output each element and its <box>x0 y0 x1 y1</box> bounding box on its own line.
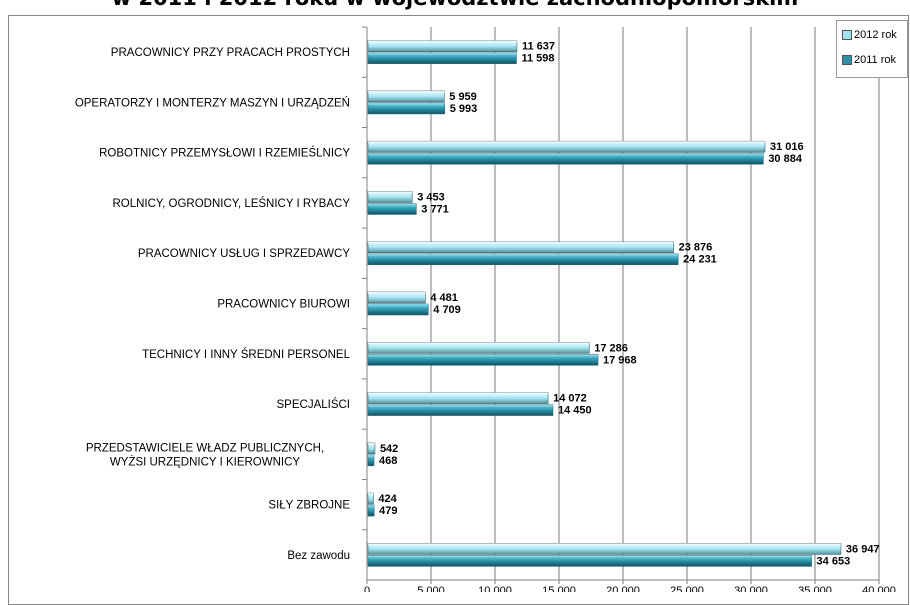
x-tick-label: 40 000 <box>862 585 896 592</box>
data-label: 468 <box>379 455 397 467</box>
bar-highlight <box>368 505 375 508</box>
legend-item-2012: 2012 rok <box>842 29 897 41</box>
category-label: SIŁY ZBROJNE <box>268 500 350 512</box>
bar-highlight <box>368 102 445 105</box>
category-label: WYŻSI URZĘDNICY I KIEROWNICY <box>110 455 301 468</box>
x-tick-labels: 0 5 000 10 000 15 000 20 000 25 000 30 000 35 0… <box>364 585 896 592</box>
category-label: PRACOWNICY PRZY PRACACH PROSTYCH <box>111 47 350 59</box>
x-tick-label: 0 <box>364 585 370 592</box>
data-label: 17 968 <box>603 354 637 366</box>
data-label: 479 <box>379 505 397 517</box>
bar-highlight <box>368 442 375 445</box>
data-label: 31 016 <box>770 141 804 153</box>
data-label: 30 884 <box>768 153 803 165</box>
x-tick-label: 10 000 <box>478 585 512 592</box>
data-label: 5 959 <box>449 91 477 103</box>
bar-highlight <box>368 304 429 306</box>
bar-highlight <box>368 292 426 294</box>
data-label: 4 481 <box>430 292 458 304</box>
legend: 2012 rok 2011 rok <box>836 20 908 78</box>
bar-highlight <box>368 203 417 206</box>
x-tick-label: 15 000 <box>542 585 576 592</box>
data-label: 14 072 <box>553 393 587 405</box>
bar-highlight <box>368 40 517 43</box>
category-label: SPECJALIŚCI <box>277 398 351 411</box>
data-label: 11 637 <box>522 41 555 53</box>
bar-highlight <box>368 392 549 395</box>
data-label: 24 231 <box>683 254 717 266</box>
x-tick-label: 25 000 <box>670 585 704 592</box>
data-label: 424 <box>378 493 397 505</box>
legend-label-2012: 2012 rok <box>854 29 897 41</box>
bar-highlight <box>368 141 766 144</box>
bar-highlight <box>368 241 674 244</box>
bar-highlight <box>368 191 413 194</box>
x-tick-label: 35 000 <box>798 585 832 592</box>
category-label: Bez zawodu <box>287 550 350 562</box>
bar-highlight <box>368 543 841 546</box>
category-labels: PRACOWNICY PRZY PRACACH PROSTYCH OPERATOR… <box>75 47 351 562</box>
bar-highlight <box>368 342 590 345</box>
bar-highlight <box>368 555 812 558</box>
bar-highlight <box>368 454 374 457</box>
bar-highlight <box>368 354 598 357</box>
category-label: OPERATORZY I MONTERZY MASZYN I URZĄDZEŃ <box>75 96 350 109</box>
grid-lines <box>430 27 880 580</box>
data-label: 3 453 <box>417 191 445 203</box>
bar-chart: PRACOWNICY PRZY PRACACH PROSTYCH OPERATOR… <box>75 26 896 592</box>
legend-swatch-2012 <box>842 30 852 41</box>
data-label: 5 993 <box>450 103 478 115</box>
data-label: 542 <box>380 443 398 455</box>
category-label: ROBOTNICY PRZEMYSŁOWI I RZEMIEŚLNICY <box>99 147 350 160</box>
bar-highlight <box>368 253 679 256</box>
chart-title: w 2011 i 2012 roku w województwie zachod… <box>0 0 910 10</box>
data-label: 14 450 <box>558 405 592 417</box>
category-label: TECHNICY I INNY ŚREDNI PERSONEL <box>142 348 351 361</box>
bar-highlight <box>368 153 764 156</box>
axes <box>362 26 880 584</box>
legend-label-2011: 2011 rok <box>854 54 896 66</box>
data-label: 17 286 <box>594 342 628 354</box>
bar-highlight <box>368 52 517 55</box>
data-label: 3 771 <box>421 203 449 215</box>
x-tick-label: 5 000 <box>417 585 445 592</box>
data-label: 23 876 <box>679 242 713 254</box>
category-label: PRACOWNICY BIUROWI <box>217 299 350 311</box>
data-label: 34 653 <box>817 555 851 567</box>
x-tick-label: 30 000 <box>734 585 768 592</box>
data-label: 11 598 <box>521 53 554 65</box>
legend-swatch-2011 <box>842 55 852 66</box>
category-label: ROLNICY, OGRODNICY, LEŚNICY I RYBACY <box>112 197 350 210</box>
data-label: 4 709 <box>433 304 461 316</box>
bar-highlight <box>368 404 553 407</box>
category-label: PRACOWNICY USŁUG I SPRZEDAWCY <box>138 248 350 260</box>
category-label: PRZEDSTAWICIELE WŁADZ PUBLICZNYCH, <box>86 442 324 454</box>
legend-item-2011: 2011 rok <box>842 54 896 66</box>
bar-highlight <box>368 493 374 496</box>
x-tick-label: 20 000 <box>606 585 640 592</box>
bar-highlight <box>368 90 445 93</box>
data-label: 36 947 <box>846 543 880 555</box>
bars-group <box>367 40 842 567</box>
